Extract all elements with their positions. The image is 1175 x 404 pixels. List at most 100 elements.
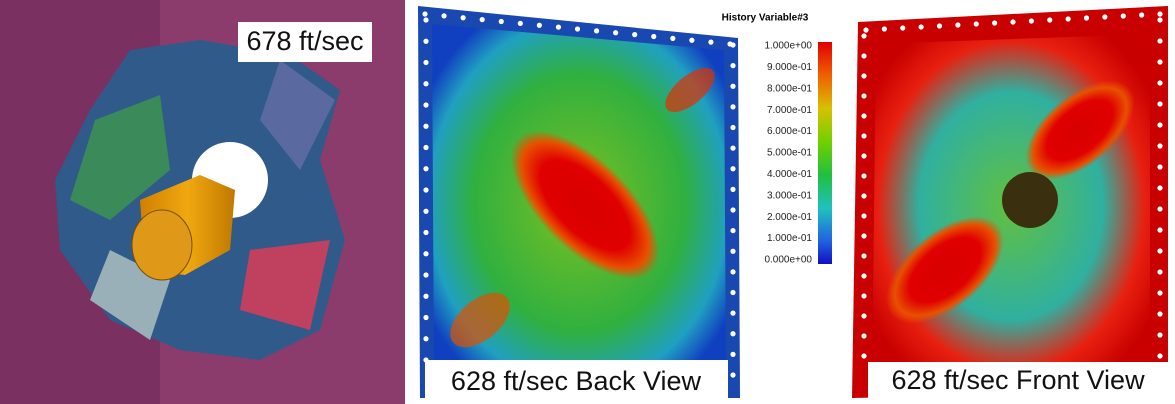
- rivet: [992, 20, 997, 25]
- rivet: [861, 93, 866, 98]
- rivet: [423, 187, 428, 192]
- rivet: [1157, 164, 1162, 169]
- colorbar-label: 7.000e-01: [767, 105, 812, 116]
- rivet: [861, 213, 866, 218]
- rivet: [1157, 11, 1162, 16]
- rivet: [1157, 206, 1162, 211]
- rivet: [423, 81, 428, 86]
- colorbar-label: 9.000e-01: [767, 62, 812, 73]
- rivet: [1157, 332, 1162, 337]
- colorbar-label: 3.000e-01: [767, 190, 812, 201]
- rivet: [518, 21, 523, 26]
- rivet: [423, 209, 428, 214]
- rivet: [861, 233, 866, 238]
- rivet: [882, 26, 887, 31]
- rivet: [919, 24, 924, 29]
- rivet: [480, 17, 485, 22]
- rivet: [1157, 227, 1162, 232]
- rivet: [730, 311, 735, 316]
- rivet: [861, 273, 866, 278]
- rivet: [1157, 17, 1162, 22]
- rivet: [730, 228, 735, 233]
- rivet: [556, 25, 561, 30]
- rivet: [900, 25, 905, 30]
- rivet: [1157, 311, 1162, 316]
- panel-label: 628 ft/sec Front View: [891, 365, 1145, 395]
- rivet: [423, 336, 428, 341]
- rivet: [423, 166, 428, 171]
- rivet: [1157, 38, 1162, 43]
- rivet: [1157, 143, 1162, 148]
- rivet: [730, 249, 735, 254]
- rivet: [594, 28, 599, 33]
- rivet: [861, 53, 866, 58]
- rivet: [423, 315, 428, 320]
- rivet: [730, 372, 735, 377]
- rivet: [727, 41, 732, 46]
- rivet: [1029, 18, 1034, 23]
- rivet: [863, 27, 868, 32]
- front-view-panel: 628 ft/sec Front View: [852, 6, 1168, 400]
- colorbar-label: 6.000e-01: [767, 126, 812, 137]
- rivet: [441, 13, 446, 18]
- rivet: [1157, 101, 1162, 106]
- rivet: [955, 22, 960, 27]
- rivet: [861, 333, 866, 338]
- colorbar-label: 2.000e-01: [767, 212, 812, 223]
- rivet: [861, 73, 866, 78]
- rivet: [423, 124, 428, 129]
- back-view-panel: 628 ft/sec Back View: [418, 6, 740, 404]
- colorbar-label: 1.000e-01: [767, 233, 812, 244]
- rivet: [423, 145, 428, 150]
- rivet: [730, 125, 735, 130]
- rivet: [1047, 17, 1052, 22]
- rivet: [689, 38, 694, 43]
- rivet: [861, 253, 866, 258]
- rivet: [499, 19, 504, 24]
- rivet: [1139, 12, 1144, 17]
- rivet: [861, 353, 866, 358]
- colorbar-label: 5.000e-01: [767, 148, 812, 159]
- rivet: [861, 193, 866, 198]
- rivet: [423, 60, 428, 65]
- rivet: [730, 84, 735, 89]
- rivet: [937, 23, 942, 28]
- rivet: [730, 331, 735, 336]
- rivet: [730, 352, 735, 357]
- rivet: [861, 293, 866, 298]
- impact-panel: 678 ft/sec: [0, 0, 405, 404]
- rivet: [1010, 19, 1015, 24]
- rivet: [730, 269, 735, 274]
- rivet: [730, 63, 735, 68]
- rivet: [730, 146, 735, 151]
- rivet: [861, 133, 866, 138]
- colorbar-label: 1.000e+00: [764, 41, 812, 52]
- rivet: [423, 272, 428, 277]
- colorbar-title: History Variable#3: [722, 13, 809, 24]
- colorbar-label: 0.000e+00: [764, 255, 812, 266]
- rivet: [974, 21, 979, 26]
- rivet: [423, 357, 428, 362]
- rivet: [423, 230, 428, 235]
- rivet: [861, 173, 866, 178]
- rivet: [651, 34, 656, 39]
- rivet: [423, 39, 428, 44]
- rivet: [1157, 269, 1162, 274]
- rivet: [861, 313, 866, 318]
- rivet: [1157, 59, 1162, 64]
- rivet: [423, 294, 428, 299]
- rivet: [730, 207, 735, 212]
- rivet: [461, 15, 466, 20]
- rivet: [613, 30, 618, 35]
- rivet: [730, 104, 735, 109]
- rivet: [537, 23, 542, 28]
- rivet: [730, 290, 735, 295]
- rivet: [861, 153, 866, 158]
- rivet: [670, 36, 675, 41]
- rivet: [632, 32, 637, 37]
- rivet: [1102, 14, 1107, 19]
- rivet: [575, 26, 580, 31]
- panel-label: 678 ft/sec: [246, 26, 363, 56]
- rivet: [1157, 122, 1162, 127]
- rivet: [861, 33, 866, 38]
